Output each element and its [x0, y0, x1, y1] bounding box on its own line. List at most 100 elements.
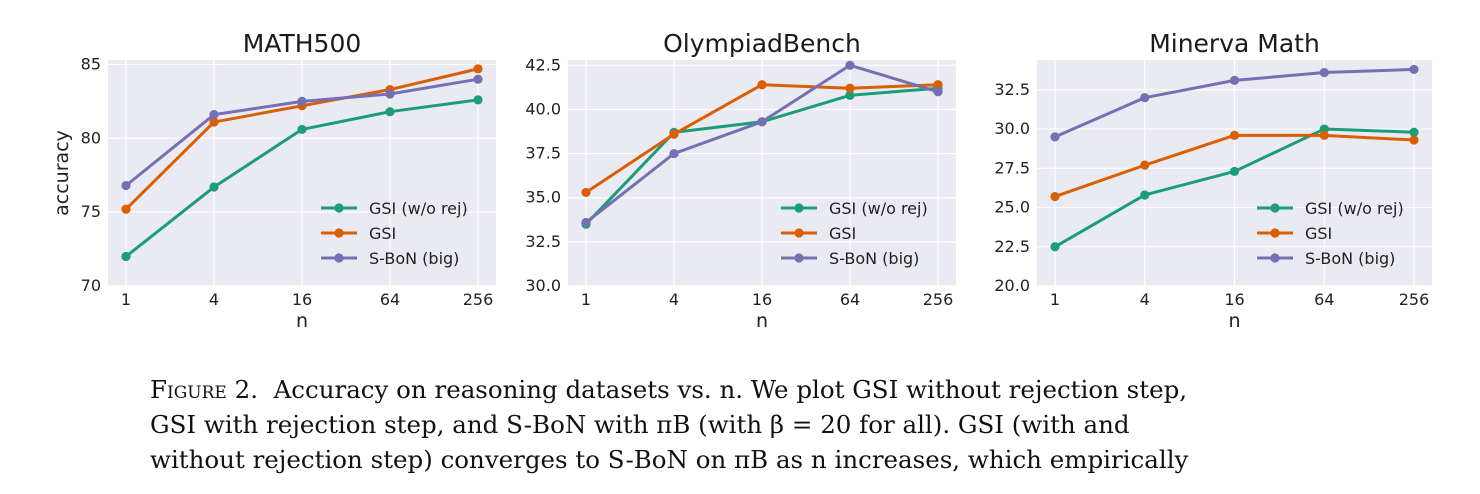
data-point	[757, 80, 767, 90]
data-point	[669, 148, 679, 159]
y-tick-label: 20.0	[994, 276, 1030, 295]
legend-marker	[1270, 228, 1280, 238]
data-point	[669, 129, 679, 139]
legend-label: GSI	[1305, 224, 1332, 243]
legend-marker	[1270, 253, 1280, 263]
legend-marker	[334, 203, 344, 213]
y-tick-label: 27.5	[994, 158, 1030, 177]
y-tick-label: 42.5	[525, 55, 561, 74]
data-point	[121, 251, 131, 262]
legend-label: GSI	[369, 224, 396, 243]
data-point	[845, 60, 855, 70]
caption-line-2: GSI with rejection step, and S-BoN with …	[150, 410, 1130, 439]
y-tick-label: 30.0	[525, 276, 561, 295]
data-point	[473, 95, 483, 105]
x-tick-label: 16	[292, 290, 312, 309]
figure-caption: Figure 2. Accuracy on reasoning datasets…	[150, 372, 1330, 477]
data-point	[121, 204, 131, 214]
legend-marker	[334, 253, 344, 263]
y-tick-label: 35.0	[525, 188, 561, 207]
data-point	[209, 110, 219, 120]
legend-label: S-BoN (big)	[369, 249, 459, 268]
legend-label: GSI	[829, 224, 856, 243]
chart-title: OlympiadBench	[663, 29, 861, 58]
data-point	[297, 96, 307, 106]
legend-marker	[794, 203, 804, 213]
series-s-bon-big	[581, 60, 943, 228]
data-point	[209, 117, 219, 127]
data-point	[1319, 130, 1329, 140]
legend-label: GSI (w/o rej)	[1305, 199, 1404, 218]
data-point	[1140, 93, 1150, 103]
data-point	[933, 80, 943, 90]
x-tick-label: 64	[1314, 290, 1334, 309]
y-tick-label: 22.5	[994, 237, 1030, 256]
legend-marker	[334, 228, 344, 238]
data-point	[581, 217, 591, 228]
series-gsi	[581, 80, 943, 198]
data-point	[1319, 67, 1329, 78]
y-tick-label: 25.0	[994, 198, 1030, 217]
y-tick-label: 37.5	[525, 144, 561, 163]
chart-minerva-math: 1 4 16 64 256 20.0 22.5 25.0 27.5 30.0 32.5 Minerva…	[994, 29, 1432, 332]
chart-title: MATH500	[243, 29, 362, 58]
x-axis-label: n	[756, 310, 768, 332]
x-tick-label: 4	[1140, 290, 1150, 309]
caption-label: Figure 2.	[150, 375, 258, 404]
x-tick-label: 256	[1399, 290, 1430, 309]
x-axis-label: n	[296, 310, 308, 332]
data-point	[1140, 190, 1150, 200]
y-tick-label: 40.0	[525, 99, 561, 118]
legend-label: GSI (w/o rej)	[829, 199, 928, 218]
y-tick-label: 85	[81, 54, 101, 73]
x-tick-label: 64	[840, 290, 860, 309]
x-tick-label: 256	[923, 290, 954, 309]
y-tick-label: 32.5	[994, 80, 1030, 99]
data-point	[473, 64, 483, 74]
x-tick-label: 256	[463, 290, 494, 309]
data-point	[1229, 75, 1240, 86]
chart-olympiadbench: 1 4 16 64 256 30.0 32.5 35.0 37.5 40.0 42.5 Olympia…	[525, 29, 956, 332]
data-point	[1229, 166, 1240, 177]
caption-line-3: without rejection step) converges to S-B…	[150, 445, 1189, 474]
data-point	[473, 74, 483, 84]
legend-label: S-BoN (big)	[829, 249, 919, 268]
data-point	[1409, 135, 1419, 145]
y-tick-label: 70	[81, 276, 101, 295]
legend-marker	[794, 228, 804, 238]
data-point	[297, 124, 307, 135]
data-point	[1229, 130, 1240, 140]
y-tick-label: 32.5	[525, 232, 561, 251]
x-axis-label: n	[1228, 310, 1240, 332]
data-point	[933, 87, 943, 97]
data-point	[385, 107, 395, 117]
legend: GSI (w/o rej) GSI S-BoN (big)	[321, 199, 468, 268]
x-tick-label: 64	[380, 290, 400, 309]
x-tick-label: 16	[1224, 290, 1244, 309]
legend-marker	[794, 253, 804, 263]
caption-line-1: Figure 2. Accuracy on reasoning datasets…	[150, 372, 1330, 407]
chart-math500: 1 4 16 64 256 70 75 80 85 MATH500 n accuracy GSI (w/…	[51, 29, 496, 332]
data-point	[757, 117, 767, 127]
data-point	[1050, 132, 1060, 142]
x-tick-label: 16	[752, 290, 772, 309]
data-point	[1409, 127, 1419, 137]
data-point	[581, 187, 591, 198]
y-axis-label: accuracy	[51, 130, 73, 216]
series-gsi-w-o-rej	[121, 95, 483, 262]
data-point	[845, 90, 855, 100]
y-tick-label: 30.0	[994, 119, 1030, 138]
caption-text-1: Accuracy on reasoning datasets vs. n. We…	[273, 375, 1188, 404]
data-point	[209, 182, 219, 192]
x-tick-label: 1	[581, 290, 591, 309]
x-tick-label: 4	[209, 290, 219, 309]
figure: 1 4 16 64 256 70 75 80 85 MATH500 n accuracy GSI (w/…	[51, 29, 1432, 332]
legend: GSI (w/o rej) GSI S-BoN (big)	[1257, 199, 1404, 268]
legend: GSI (w/o rej) GSI S-BoN (big)	[781, 199, 928, 268]
data-point	[1140, 160, 1150, 170]
x-tick-label: 1	[1050, 290, 1060, 309]
y-tick-label: 80	[81, 128, 101, 147]
legend-label: GSI (w/o rej)	[369, 199, 468, 218]
data-point	[1409, 64, 1419, 75]
series-s-bon-big	[121, 74, 483, 191]
